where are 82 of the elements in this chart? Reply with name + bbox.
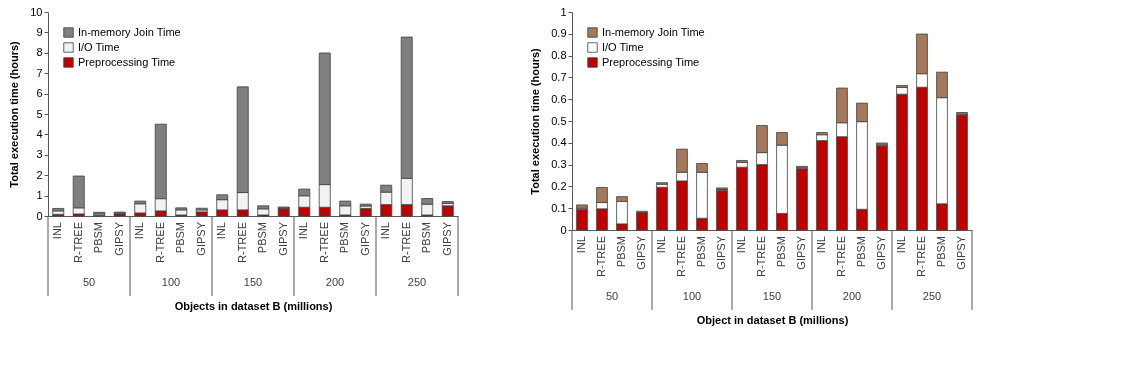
x-tick-label: GIPSY [440,221,453,256]
y-tick-label: 0.9 [551,27,567,40]
text: 250 [407,276,427,288]
x-tick-label: PBSM [174,222,187,254]
text: 50 [605,290,619,302]
y-tick-label: 0 [560,223,567,236]
x-tick-label: PBSM [615,236,627,268]
y-tick-label: 3 [36,148,43,161]
x-tick-label: PBSM [92,222,105,254]
x-tick-label: R-TREE [153,222,166,263]
x-tick-label: R-TREE [835,236,847,277]
x-tick-label: PBSM [695,236,707,268]
y-tick-label: 7 [36,66,43,79]
x-tick-label: GIPSY [276,221,289,256]
x-tick-label: INL [735,236,747,254]
y-tick-label: 0.2 [551,179,567,192]
x-tick-label: INL [215,222,228,240]
text: 250 [922,290,942,302]
x-tick-label: INL [655,236,667,254]
legend-label: In-memory Join Time [78,25,181,38]
x-tick-label: GIPSY [875,235,887,270]
x-tick-label: GIPSY [955,235,967,270]
x-tick-label: PBSM [855,236,867,268]
x-tick-label: R-TREE [71,222,84,263]
y-tick-label: 0.3 [551,158,567,171]
text: 150 [243,276,263,288]
y-tick-label: 0.8 [551,49,567,62]
y-tick-label: 2 [36,168,43,181]
y-tick-label: 0.5 [551,114,567,127]
x-tick-label: INL [895,236,907,254]
x-tick-label: GIPSY [194,221,207,256]
text: 200 [325,276,345,288]
y-tick-label: 1 [560,5,567,18]
x-tick-label: GIPSY [635,235,647,270]
y-tick-label: 5 [36,107,43,120]
x-tick-label: GIPSY [795,235,807,270]
y-tick-label: 0.6 [551,92,567,105]
y-tick-label: 0 [36,209,43,222]
x-tick-label: PBSM [935,236,947,268]
text: 50 [82,276,96,288]
x-tick-label: R-TREE [755,236,767,277]
x-tick-label: GIPSY [358,221,371,256]
x-tick-label: GIPSY [112,221,125,256]
y-tick-label: 9 [36,25,43,38]
x-axis-title: Objects in dataset B (millions) [174,299,333,312]
legend-label: Preprocessing Time [78,55,176,68]
x-tick-label: R-TREE [235,222,248,263]
x-tick-label: INL [379,222,392,240]
x-tick-label: R-TREE [399,222,412,263]
legend-label: I/O Time [602,40,644,53]
y-axis-title: Total execution time (hours) [8,40,21,188]
y-tick-label: 6 [36,87,43,100]
y-tick-label: 1 [36,189,43,202]
y-tick-label: 0.1 [551,201,567,214]
legend-label: In-memory Join Time [602,25,705,38]
x-axis-title: Object in dataset B (millions) [696,313,849,326]
text: 100 [161,276,181,288]
x-tick-label: PBSM [420,222,433,254]
x-tick-label: INL [815,236,827,254]
x-tick-label: PBSM [256,222,269,254]
x-tick-label: R-TREE [915,236,927,277]
x-tick-label: INL [297,222,310,240]
y-tick-label: 0.4 [551,136,567,149]
y-tick-label: 0.7 [551,70,567,83]
x-tick-label: INL [133,222,146,240]
y-axis-title: Total execution time (hours) [529,47,542,195]
x-tick-label: INL [51,222,64,240]
text: 100 [682,290,702,302]
text: 150 [762,290,782,302]
x-tick-label: R-TREE [675,236,687,277]
x-tick-label: PBSM [338,222,351,254]
y-tick-label: 10 [30,5,43,18]
text: 200 [842,290,862,302]
legend-label: Preprocessing Time [602,55,700,68]
x-tick-label: R-TREE [595,236,607,277]
x-tick-label: INL [575,236,587,254]
y-tick-label: 4 [36,127,43,140]
x-tick-label: R-TREE [317,222,330,263]
y-tick-label: 8 [36,46,43,59]
x-tick-label: PBSM [775,236,787,268]
legend-label: I/O Time [78,40,120,53]
x-tick-label: GIPSY [715,235,727,270]
